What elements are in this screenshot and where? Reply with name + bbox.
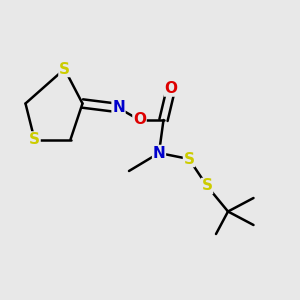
Text: N: N xyxy=(112,100,125,116)
Text: O: O xyxy=(164,81,178,96)
Text: N: N xyxy=(153,146,165,160)
Text: S: S xyxy=(202,178,212,194)
Text: S: S xyxy=(184,152,194,166)
Text: S: S xyxy=(29,132,40,147)
Text: S: S xyxy=(59,61,70,76)
Text: O: O xyxy=(133,112,146,128)
